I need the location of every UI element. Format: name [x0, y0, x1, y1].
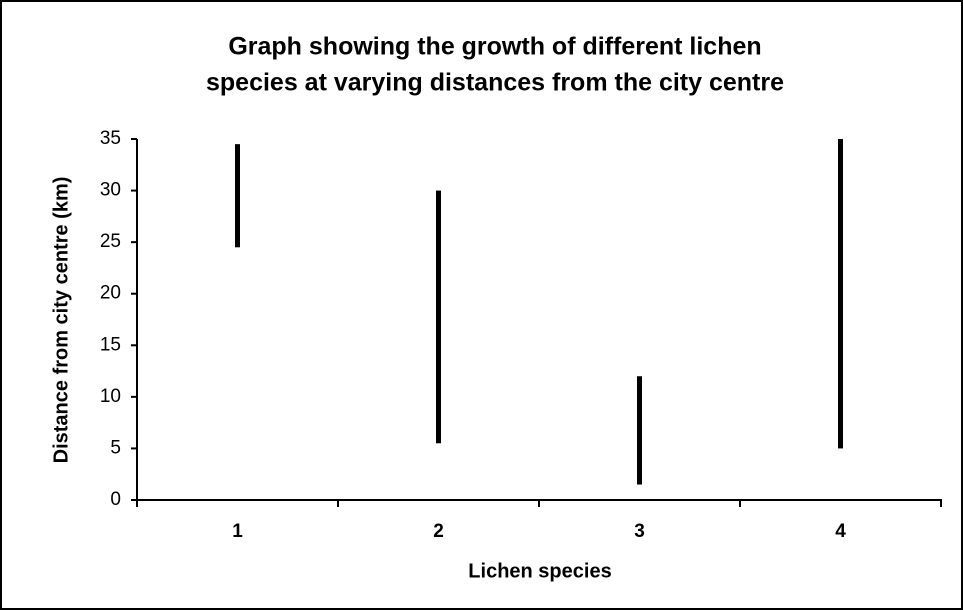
y-tick-label: 35 [100, 128, 121, 149]
y-tick-label: 30 [100, 180, 121, 201]
y-tick-label: 5 [110, 437, 121, 458]
range-bar [838, 139, 843, 449]
x-tick-label: 4 [835, 521, 846, 542]
x-tick-label: 1 [232, 521, 243, 542]
x-tick-label: 3 [634, 521, 645, 542]
y-tick-label: 15 [100, 334, 121, 355]
y-axis-label: Distance from city centre (km) [50, 177, 72, 464]
range-bar [637, 376, 642, 485]
y-tick-label: 10 [100, 386, 121, 407]
y-tick-label: 20 [100, 283, 121, 304]
x-axis-label: Lichen species [468, 560, 611, 582]
y-tick-label: 25 [100, 231, 121, 252]
chart-title: Graph showing the growth of different li… [228, 33, 761, 61]
y-tick-label: 0 [110, 489, 121, 510]
range-bar [235, 144, 240, 248]
chart-title: species at varying distances from the ci… [206, 69, 784, 97]
x-tick-label: 2 [433, 521, 444, 542]
range-bar [436, 190, 441, 444]
